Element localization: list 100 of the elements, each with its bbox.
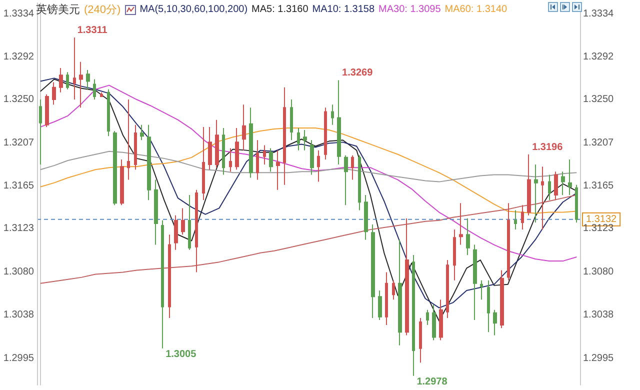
candlestick — [426, 309, 429, 326]
candlestick — [222, 127, 225, 176]
candlestick — [378, 290, 382, 320]
candlestick — [453, 229, 456, 281]
candlestick — [446, 260, 449, 318]
candlestick — [432, 304, 436, 341]
candlestick — [337, 80, 341, 166]
candlestick — [500, 270, 504, 329]
candlestick — [575, 184, 578, 223]
y-tick-label: 1.3123 — [3, 223, 34, 234]
y-tick-label: 1.3250 — [3, 94, 34, 106]
candlestick — [154, 179, 158, 246]
candlestick — [242, 104, 246, 151]
candlestick — [168, 234, 171, 318]
y2-tick-label: 1.3038 — [583, 309, 614, 320]
candlestick — [147, 124, 151, 201]
candlestick — [45, 94, 49, 128]
annotation: 1.3196 — [532, 142, 564, 153]
candlestick — [195, 189, 198, 273]
ref-line-label: 1.3132 — [586, 214, 618, 225]
y2-tick-label: 1.2995 — [583, 353, 614, 364]
y-tick-label: 1.3165 — [3, 180, 34, 192]
y-tick-label: 1.3080 — [3, 266, 34, 278]
candlestick — [39, 99, 42, 166]
candlestick — [303, 129, 307, 151]
candlestick — [134, 124, 137, 170]
candlestick — [331, 104, 334, 126]
annotation: 1.2978 — [416, 376, 448, 388]
candlestick — [208, 126, 212, 170]
candlestick — [86, 70, 90, 90]
candlestick — [113, 130, 117, 206]
text: MA60: 1.3140 — [444, 4, 508, 15]
text: MA5: 1.3160 — [252, 4, 308, 15]
y2-tick-label: 1.3250 — [583, 94, 614, 106]
annotation: 1.3269 — [342, 68, 374, 79]
candlestick — [371, 224, 375, 318]
candlestick — [161, 220, 164, 349]
candlestick — [459, 202, 463, 246]
candlestick — [398, 239, 402, 346]
candlestick — [256, 140, 259, 180]
y2-tick-label: 1.3207 — [583, 138, 614, 149]
candlestick — [127, 99, 130, 180]
candlestick — [548, 174, 551, 201]
candlestick — [310, 140, 314, 176]
candlestick — [568, 158, 572, 196]
candlestick — [561, 171, 565, 196]
candlestick — [480, 280, 483, 300]
y2-tick-label: 1.3292 — [583, 51, 614, 62]
candlestick — [324, 107, 327, 160]
candlestick — [466, 218, 470, 256]
y-tick-label: 1.2995 — [3, 353, 34, 364]
candlestick — [120, 158, 124, 206]
y2-tick-label: 1.3123 — [583, 223, 614, 234]
candlestick — [79, 61, 83, 108]
candlestick — [385, 272, 388, 326]
candlestick — [392, 280, 395, 300]
candlestick — [290, 99, 293, 141]
candlestick — [405, 218, 409, 336]
candlestick — [521, 204, 524, 230]
y2-tick-label: 1.3165 — [583, 180, 614, 192]
candlestick — [73, 37, 76, 100]
candlestick — [554, 171, 558, 201]
candlestick — [317, 150, 320, 182]
candlestick — [541, 166, 544, 230]
candlestick — [487, 280, 490, 333]
candlestick — [412, 254, 415, 376]
candlestick — [174, 214, 178, 250]
candlestick — [276, 150, 280, 190]
candlestick — [100, 92, 103, 97]
candlestick — [249, 107, 253, 178]
candlestick — [473, 244, 477, 320]
annotation: 1.3005 — [166, 348, 197, 360]
candlestick — [514, 210, 517, 230]
candlestick — [351, 154, 354, 180]
candlestick — [534, 164, 538, 223]
y-tick-label: 1.3334 — [3, 8, 34, 20]
y-tick-label: 1.3038 — [3, 309, 34, 320]
candlestick — [283, 86, 286, 186]
candlestick — [140, 124, 144, 141]
annotation: 1.3311 — [77, 25, 108, 36]
chart-subtitle: (240分) — [84, 3, 121, 17]
y2-tick-label: 1.3334 — [583, 8, 614, 20]
candlestick — [229, 148, 232, 172]
legend-title: MA(5,10,30,60,100,200) — [140, 4, 248, 15]
text: MA10: 1.3158 — [312, 4, 375, 15]
y-tick-label: 1.3207 — [3, 138, 34, 149]
candlestick — [297, 127, 300, 151]
candlestick — [235, 127, 239, 170]
candlestick — [59, 68, 63, 93]
candlestick — [52, 82, 56, 106]
y-tick-label: 1.3292 — [3, 51, 34, 62]
candlestick — [493, 309, 497, 336]
candlestick — [215, 119, 219, 168]
candlestick — [364, 194, 368, 240]
candlestick — [344, 154, 348, 206]
candlestick — [527, 154, 531, 216]
candlestick — [507, 202, 510, 281]
candlestick — [93, 78, 96, 100]
candlestick — [181, 208, 185, 236]
candlestick — [263, 144, 266, 166]
